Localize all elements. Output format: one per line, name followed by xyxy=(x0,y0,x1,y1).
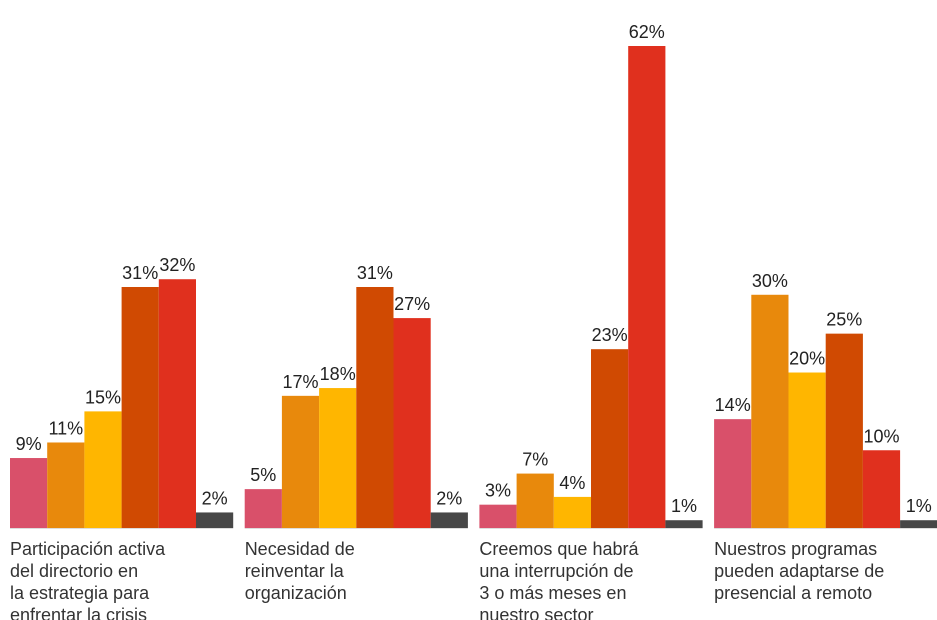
bar xyxy=(10,458,48,528)
bar xyxy=(121,287,159,528)
bar xyxy=(319,388,357,528)
category-label: Necesidad de reinventar la organización xyxy=(244,539,355,603)
bar xyxy=(553,496,591,528)
value-label: 5% xyxy=(250,465,276,485)
value-label: 7% xyxy=(522,450,548,470)
value-label: 20% xyxy=(789,349,825,369)
bar xyxy=(196,512,234,528)
bar xyxy=(788,372,826,528)
value-label: 15% xyxy=(85,387,121,407)
bar xyxy=(714,419,752,528)
value-label: 31% xyxy=(122,263,158,283)
value-label: 17% xyxy=(282,372,318,392)
value-label: 4% xyxy=(559,473,585,493)
value-label: 30% xyxy=(752,271,788,291)
value-label: 14% xyxy=(715,395,751,415)
value-label: 1% xyxy=(671,496,697,516)
bar xyxy=(430,512,468,528)
value-label: 23% xyxy=(592,325,628,345)
category-label: Participación activa del directorio en l… xyxy=(10,539,166,620)
bar xyxy=(900,520,937,528)
bar xyxy=(516,473,554,528)
value-label: 10% xyxy=(863,426,899,446)
value-label: 2% xyxy=(436,488,462,508)
value-label: 2% xyxy=(202,488,228,508)
category-label: Nuestros programas pueden adaptarse de p… xyxy=(714,539,885,603)
category-label: Creemos que habrá una interrupción de 3 … xyxy=(479,539,639,620)
value-label: 11% xyxy=(48,418,83,438)
bar xyxy=(862,450,901,528)
bar xyxy=(479,504,517,528)
value-label: 25% xyxy=(826,310,862,330)
value-label: 18% xyxy=(320,364,356,384)
value-label: 9% xyxy=(16,434,42,454)
value-label: 32% xyxy=(159,255,195,275)
bar xyxy=(393,318,431,528)
bar xyxy=(84,411,122,528)
value-label: 27% xyxy=(394,294,430,314)
bar xyxy=(281,395,320,528)
bar xyxy=(751,294,789,528)
value-label: 31% xyxy=(357,263,393,283)
value-label: 3% xyxy=(485,481,511,501)
bar xyxy=(665,520,703,528)
value-label: 1% xyxy=(906,496,932,516)
bar xyxy=(628,46,666,528)
bar xyxy=(158,279,196,528)
bar xyxy=(47,442,85,528)
value-label: 62% xyxy=(629,22,665,42)
bar xyxy=(244,489,282,528)
bar xyxy=(825,333,863,528)
bar xyxy=(356,287,394,528)
bar xyxy=(591,349,629,528)
